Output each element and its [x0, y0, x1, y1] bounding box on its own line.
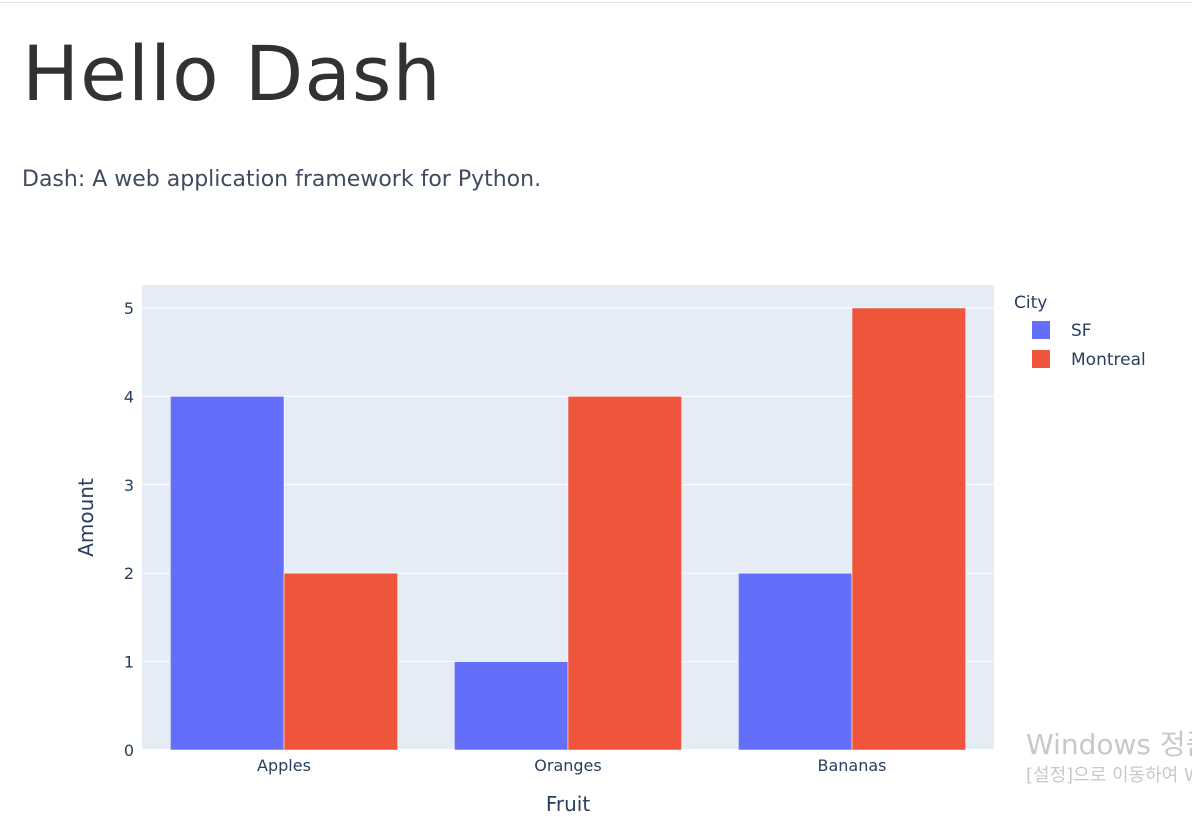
- y-axis-ticks: 0 1 2 3 4 5: [124, 299, 134, 760]
- bar-montreal-bananas[interactable]: [851, 307, 966, 751]
- x-tick-label: Apples: [257, 756, 311, 775]
- bar-sf-oranges[interactable]: [454, 661, 569, 751]
- watermark-title: Windows 정품 인증: [1026, 728, 1192, 761]
- legend-swatch: [1032, 350, 1050, 368]
- y-axis-title: Amount: [74, 478, 98, 557]
- legend-item-montreal[interactable]: Montreal: [1032, 350, 1146, 370]
- bar-montreal-oranges[interactable]: [567, 396, 682, 751]
- bars[interactable]: [170, 307, 966, 751]
- x-axis-title: Fruit: [546, 792, 591, 816]
- legend[interactable]: City SF Montreal: [1014, 293, 1146, 370]
- bar-sf-apples[interactable]: [170, 396, 285, 751]
- legend-item-sf[interactable]: SF: [1032, 321, 1092, 341]
- y-tick-label: 1: [124, 653, 134, 672]
- bar-montreal-apples[interactable]: [283, 572, 398, 751]
- page-subtitle: Dash: A web application framework for Py…: [22, 167, 542, 192]
- y-tick-label: 2: [124, 564, 134, 583]
- legend-items[interactable]: SF Montreal: [1032, 321, 1146, 370]
- y-tick-label: 0: [124, 741, 134, 760]
- y-tick-label: 5: [124, 299, 134, 318]
- windows-activation-watermark: Windows 정품 인증 [설정]으로 이동하여 Windows를 정품 인증…: [1026, 726, 1192, 788]
- legend-label: Montreal: [1071, 350, 1146, 370]
- x-axis-ticks: Apples Oranges Bananas: [257, 756, 886, 775]
- legend-label: SF: [1071, 321, 1092, 341]
- bar-sf-bananas[interactable]: [738, 572, 853, 751]
- y-tick-label: 3: [124, 476, 134, 495]
- x-tick-label: Bananas: [817, 756, 886, 775]
- x-tick-label: Oranges: [534, 756, 601, 775]
- page-title: Hello Dash: [22, 29, 442, 118]
- watermark-text: [설정]으로 이동하여 Windows를 정품 인증합니다.: [1026, 765, 1192, 786]
- legend-title: City: [1014, 293, 1047, 313]
- y-tick-label: 4: [124, 387, 134, 406]
- legend-swatch: [1032, 321, 1050, 339]
- top-divider: [0, 2, 1192, 3]
